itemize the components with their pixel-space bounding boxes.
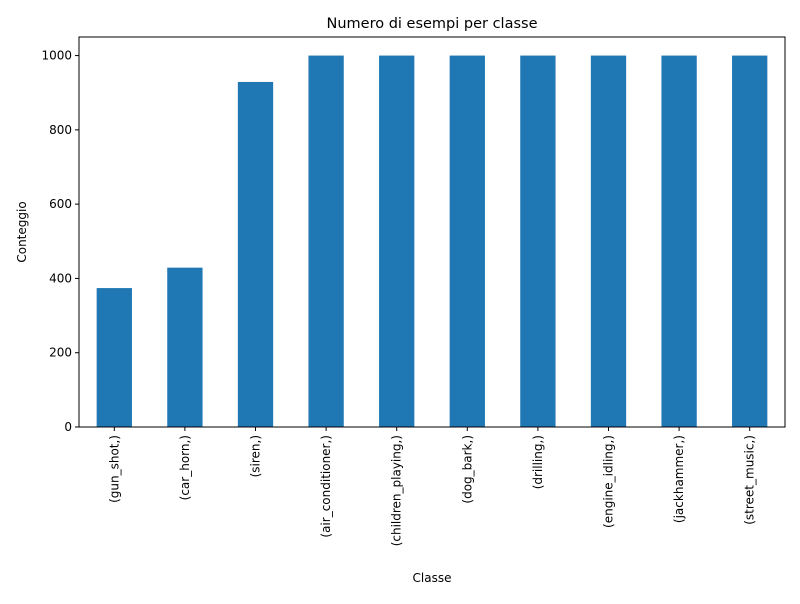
y-tick-label-5: 1000 [41,49,72,63]
x-tick-label-9: (street_music,) [743,435,757,525]
x-tick-label-4: (children_playing,) [390,435,404,546]
y-tick-label-1: 200 [49,346,72,360]
x-axis-title: Classe [413,571,452,585]
bar-6 [520,55,556,427]
chart-title: Numero di esempi per classe [326,16,537,32]
bars [96,55,768,427]
bar-1 [167,267,203,427]
x-tick-label-8: (jackhammer,) [672,435,686,523]
y-axis: 0 200 400 600 800 1000 [41,49,79,434]
bar-3 [308,55,344,427]
x-tick-label-3: (air_conditioner,) [319,435,333,538]
bar-9 [732,55,768,427]
y-tick-label-4: 800 [49,123,72,137]
x-tick-label-2: (siren,) [249,435,263,477]
bar-4 [379,55,415,427]
bar-0 [96,288,132,427]
plot-frame [78,36,786,428]
x-tick-label-0: (gun_shot,) [107,435,121,503]
bar-2 [237,81,274,427]
x-tick-label-7: (engine_idling,) [602,435,616,528]
y-tick-label-0: 0 [64,420,72,434]
y-tick-label-3: 600 [49,197,72,211]
x-axis: (gun_shot,) (car_horn,) (siren,) (air_condi… [107,427,757,546]
y-axis-title: Conteggio [15,201,29,262]
x-tick-label-5: (dog_bark,) [460,435,474,504]
bar-7 [590,55,627,427]
x-tick-label-1: (car_horn,) [178,435,192,500]
y-tick-label-2: 400 [49,271,72,285]
x-tick-label-6: (drilling,) [531,435,545,489]
bar-8 [661,55,697,427]
bar-5 [449,55,485,427]
